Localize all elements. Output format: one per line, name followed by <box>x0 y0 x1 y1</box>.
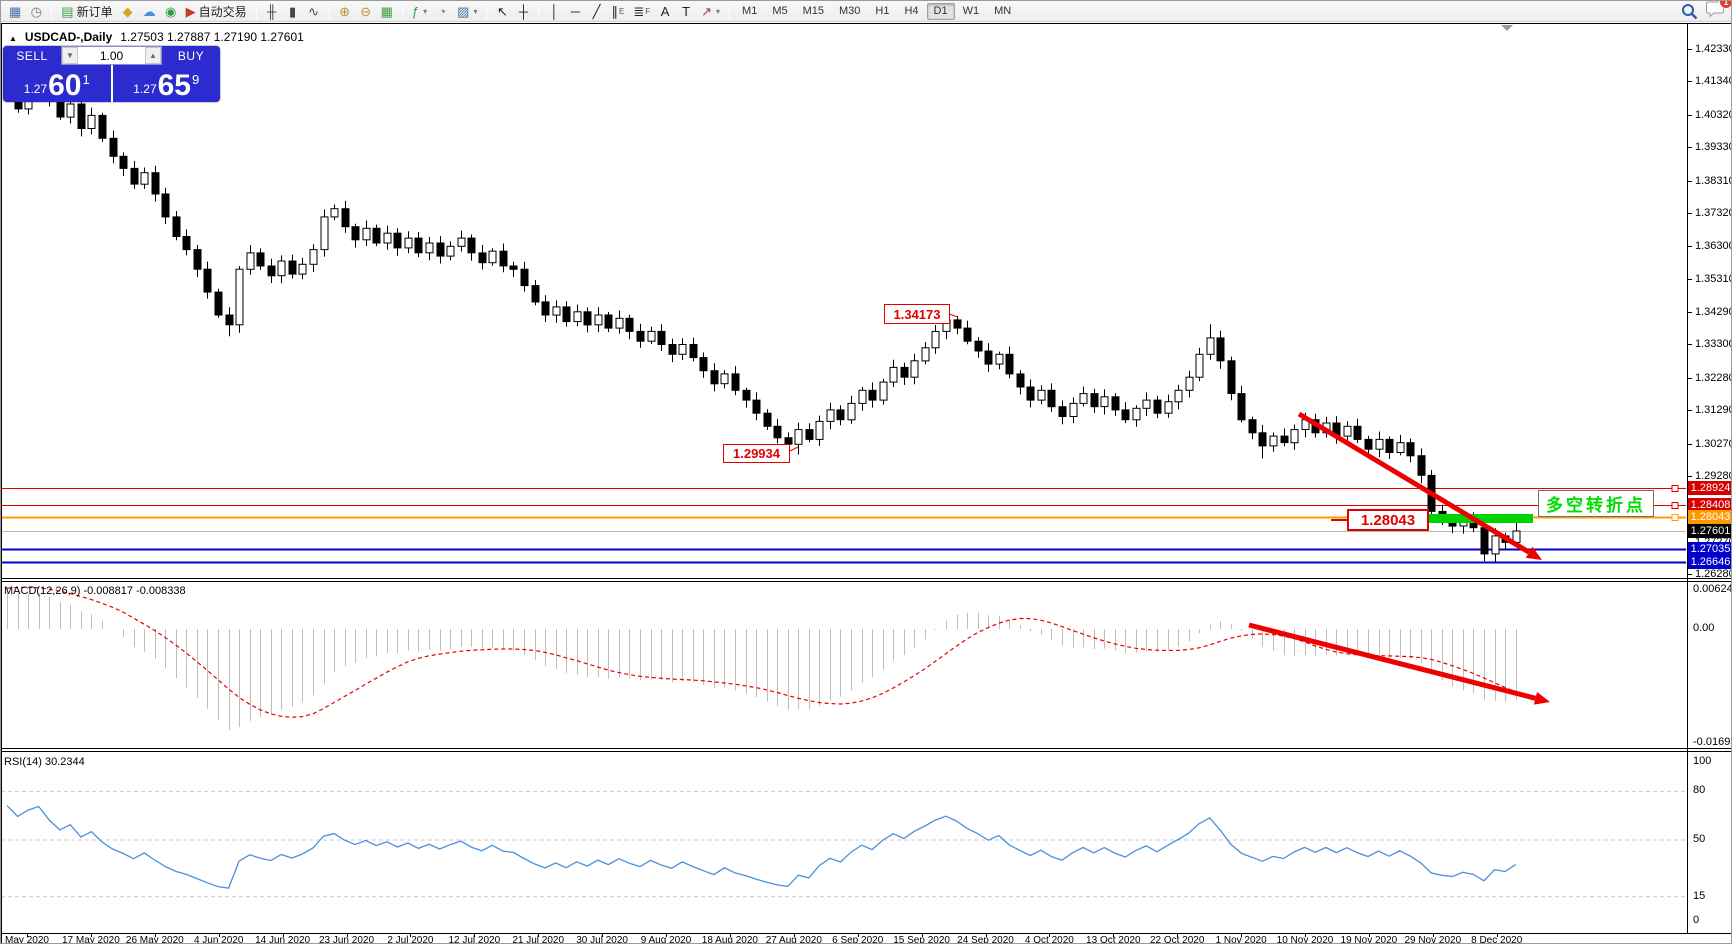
timeframe-m30[interactable]: M30 <box>839 5 861 17</box>
price-badge-1.27035: 1.27035 <box>1688 542 1731 557</box>
buy-price[interactable]: 1.27 65 9 <box>113 65 221 102</box>
callout-high <box>948 313 959 318</box>
crosshair-icon[interactable]: ┼ <box>518 3 529 19</box>
trend-arrow[interactable] <box>1248 622 1550 705</box>
zoom-out-icon[interactable]: ⊖ <box>360 3 372 19</box>
oneclick-collapse-icon[interactable]: ▲ <box>9 34 17 43</box>
timeframe-mn[interactable]: MN <box>994 5 1012 17</box>
chart-title: ▲ USDCAD-,Daily 1.27503 1.27887 1.27190 … <box>9 30 304 44</box>
ohlc-values: 1.27503 1.27887 1.27190 1.27601 <box>120 30 304 44</box>
period-icon[interactable]: ◔ <box>438 3 447 19</box>
text-icon[interactable]: A <box>660 3 670 19</box>
search-icon[interactable] <box>1681 3 1698 20</box>
rsi-indicator-label: RSI(14) 30.2344 <box>4 756 85 768</box>
price-badge-1.28043: 1.28043 <box>1688 509 1731 524</box>
timeframe-w1[interactable]: W1 <box>962 5 980 17</box>
sell-button[interactable]: SELL <box>3 46 61 65</box>
price-badge-1.28924: 1.28924 <box>1688 480 1731 495</box>
buy-price-point: 9 <box>192 72 200 87</box>
price-badge-1.28408: 1.28408 <box>1688 497 1731 512</box>
candlesticks <box>3 59 1521 562</box>
templates-icon[interactable]: ▨ ▾ <box>457 3 478 19</box>
sell-price-prefix: 1.27 <box>23 82 48 96</box>
new-order-button[interactable]: ▤ 新订单 <box>61 3 113 19</box>
level-handle[interactable] <box>1671 502 1679 509</box>
sell-price[interactable]: 1.27 60 1 <box>3 65 113 102</box>
toolbar-right-group: 1 <box>1681 1 1731 22</box>
chart-border <box>1 23 1731 943</box>
trendline-icon[interactable]: ╱ <box>592 3 601 19</box>
zoom-in-icon[interactable]: ⊕ <box>339 3 351 19</box>
volume-input[interactable] <box>78 47 145 64</box>
timeframe-h4[interactable]: H4 <box>904 5 919 17</box>
macd-pane <box>6 586 1517 730</box>
price-label-high[interactable]: 1.34173 <box>884 304 950 324</box>
symbol-period-label: USDCAD-,Daily <box>24 30 113 44</box>
notification-badge: 1 <box>1719 1 1731 9</box>
price-label-low[interactable]: 1.29934 <box>723 444 790 463</box>
chart-window-icon[interactable]: ▦ <box>9 3 22 19</box>
buy-button[interactable]: BUY <box>162 46 220 65</box>
chat-icon[interactable]: 1 <box>1706 1 1731 22</box>
toolbar-separator <box>328 3 330 19</box>
price-badge-1.26646: 1.26646 <box>1688 555 1731 570</box>
timeframe-m15[interactable]: M15 <box>802 5 825 17</box>
buy-price-prefix: 1.27 <box>133 82 157 96</box>
horizontal-line-icon[interactable]: ─ <box>570 3 581 19</box>
timeframe-m5[interactable]: M5 <box>772 5 788 17</box>
callout-low <box>789 446 799 452</box>
vertical-line-icon[interactable]: │ <box>550 3 559 19</box>
community-icon[interactable]: ☁ <box>142 3 156 19</box>
volume-decrease-button[interactable]: ▼ <box>62 47 78 64</box>
toolbar-separator <box>51 3 53 19</box>
level-handle[interactable] <box>1671 485 1679 492</box>
tick-chart-icon[interactable]: ◷ <box>30 3 42 19</box>
candlestick-icon[interactable]: ▮ <box>289 3 297 19</box>
buy-price-pips: 65 <box>157 69 191 102</box>
arrows-icon[interactable]: ↗ ▾ <box>701 3 721 19</box>
trend-arrow[interactable] <box>1297 411 1542 560</box>
price-badge-1.27601: 1.27601 <box>1688 523 1731 538</box>
line-chart-icon[interactable]: ∿ <box>308 3 320 19</box>
timeframe-d1[interactable]: D1 <box>926 2 955 20</box>
cursor-icon[interactable]: ↖ <box>497 3 508 19</box>
indicators-icon[interactable]: ƒ ▾ <box>411 3 428 19</box>
text-label-icon[interactable]: T <box>682 3 691 19</box>
toolbar-separator <box>538 3 540 19</box>
level-handle[interactable] <box>1671 514 1679 521</box>
chart-shift-marker[interactable] <box>1501 25 1513 31</box>
tile-windows-icon[interactable]: ▦ <box>380 3 393 19</box>
price-pane <box>2 59 1686 564</box>
autotrade-button[interactable]: ▶ 自动交易 <box>185 3 247 19</box>
bar-chart-icon[interactable]: ╫ <box>267 3 277 19</box>
signals-icon[interactable]: ◉ <box>164 3 177 19</box>
support-highlight-bar[interactable] <box>1425 514 1533 523</box>
one-click-trading-panel: SELL ▼ ▲ BUY 1.27 60 1 1.27 65 9 <box>3 46 220 102</box>
toolbar-separator <box>486 3 488 19</box>
toolbar-separator <box>729 3 731 19</box>
channel-icon[interactable]: ∥ E <box>611 3 625 19</box>
toolbar-separator <box>401 3 403 19</box>
toolbar-separator <box>255 3 257 19</box>
fibonacci-icon[interactable]: ≣ F <box>633 3 651 19</box>
macd-indicator-label: MACD(12,26,9) -0.008817 -0.008338 <box>4 585 186 597</box>
price-label-level[interactable]: 1.28043 <box>1347 509 1429 531</box>
deposit-icon[interactable]: ◆ <box>122 3 133 19</box>
turning-point-label[interactable]: 多空转折点 <box>1538 490 1654 517</box>
timeframe-toolbar: M1 M5 M15 M30 H1 H4 D1 W1 MN <box>735 2 1018 20</box>
sell-price-pips: 60 <box>48 69 82 102</box>
rsi-pane <box>2 790 1686 898</box>
toolbar: ▦ ◷ ▤ 新订单 ◆ ☁ ◉ ▶ 自动交易 ╫ ▮ ∿ ⊕ ⊖ ▦ ƒ ▾ ◔ ▨ ▾ ↖ ┼ │ ─ ╱ ∥ E ≣ F A T ↗ ▾ M1… <box>1 1 1731 22</box>
volume-increase-button[interactable]: ▲ <box>145 47 161 64</box>
timeframe-m1[interactable]: M1 <box>742 5 758 17</box>
timeframe-h1[interactable]: H1 <box>875 5 890 17</box>
sell-price-point: 1 <box>82 72 90 87</box>
